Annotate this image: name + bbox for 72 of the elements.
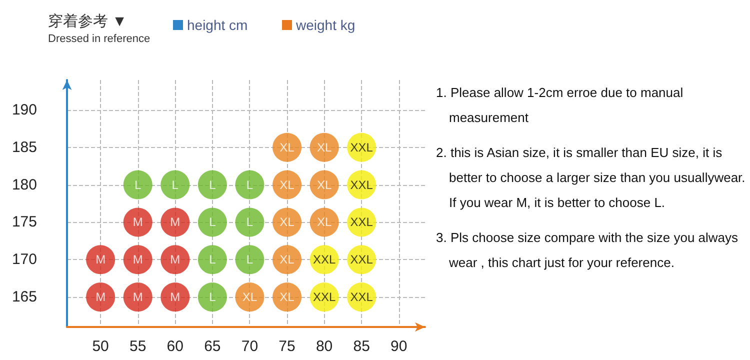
text: L [172,178,178,192]
text: XL [280,215,294,230]
point [86,282,116,312]
series-label: M [170,215,180,230]
text: M [132,252,143,267]
x-tick-label: 55 [130,338,146,355]
text: M [170,252,180,267]
text: L [209,215,216,230]
x-tick-label: 60 [166,338,184,355]
point [123,282,152,312]
y-tick-label: 170 [12,251,37,268]
text: M [132,290,143,304]
x-tick-label: 65 [204,338,221,355]
x-axis-title: weight kg [296,17,356,33]
text: M [132,215,143,230]
point [198,170,227,200]
point [198,245,227,274]
text: L [209,178,216,192]
chart-title: 穿着参考 ▼ [48,12,128,31]
point [86,245,116,274]
x-tick-label: 50 [92,338,109,355]
text: M [96,252,106,267]
series-label: XL [316,178,332,192]
text: M [96,290,106,304]
point [123,208,152,237]
text: XXL [350,215,373,230]
y-tick-label: 185 [12,138,37,156]
point [235,170,264,200]
point [160,208,190,237]
text: 2. this is Asian size, it is smaller than EU size, it is better to choose a larger size than you usuallywear. If you wear M, it is better to choose L. [436,144,746,212]
series-label: L [246,252,254,267]
x-tick-label: 90 [390,338,408,355]
text: XL [242,290,258,304]
point [198,208,227,237]
chart-subtitle: Dressed in reference [48,33,150,45]
x-tick-label: 70 [241,338,258,355]
text: XXL [350,140,373,154]
text: XL [280,140,294,154]
x-tick-label: 80 [316,338,333,355]
y-tick-label: 175 [12,214,37,231]
x-tick-label: 85 [353,338,370,355]
y-tick-label: 165 [12,288,37,306]
point [123,245,152,274]
text: XL [280,290,294,304]
x-tick-label: 75 [278,338,296,355]
text: XXL [350,178,373,192]
point [160,282,190,312]
text: XXL [312,252,336,267]
text: L [246,215,254,230]
text: 1. Please allow 1-2cm erroe due to manual measurement [436,84,684,127]
text: XXL [312,290,336,304]
point [123,170,152,200]
point [235,208,264,237]
point [160,170,190,200]
series-label: XXL [350,290,374,304]
point [160,245,190,274]
point [235,245,264,274]
text: L [134,178,142,192]
text: XL [280,178,294,192]
text: XL [280,252,294,267]
y-tick-label: 190 [12,101,37,118]
point [198,282,227,312]
text: XL [316,215,332,230]
y-axis-title: height cm [187,17,248,33]
text: L [209,252,216,267]
y-tick-label: 180 [12,176,37,194]
text: L [209,290,216,304]
text: 3. Pls choose size compare with the size you always wear , this chart just for your reference. [436,229,740,272]
text: M [170,290,180,304]
text: XL [316,140,332,154]
text: XXL [350,252,373,267]
text: L [246,178,254,192]
